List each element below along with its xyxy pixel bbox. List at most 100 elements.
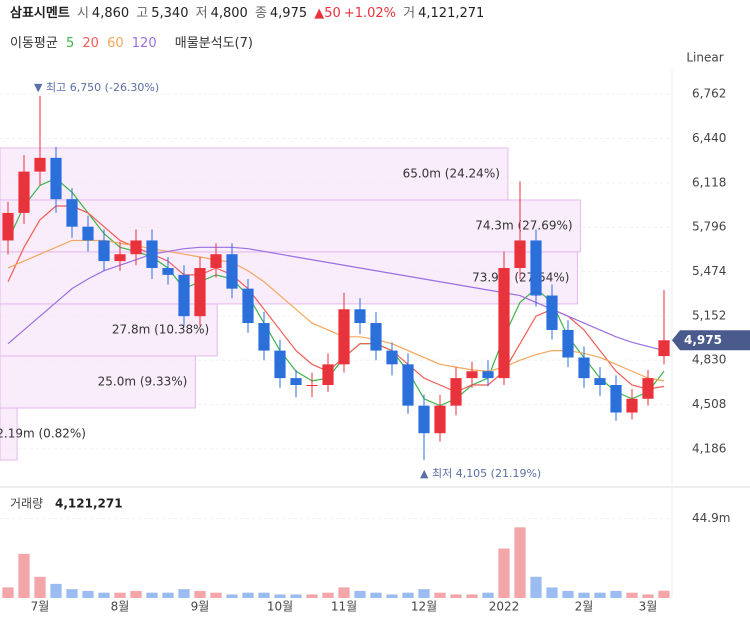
value: 5,340 <box>151 6 189 21</box>
candle-body <box>434 405 446 434</box>
ma-period: 60 <box>107 36 124 51</box>
x-tick-label: 2월 <box>575 600 594 614</box>
candle-body <box>194 267 206 317</box>
candle-body <box>130 240 142 255</box>
volume-bar <box>242 592 254 598</box>
value: 4,975 <box>269 6 308 21</box>
candle-body <box>466 371 478 379</box>
profile-label: 2.19m (0.82%) <box>0 427 86 441</box>
profile-bar <box>0 251 578 305</box>
x-tick-label: 12월 <box>411 600 437 614</box>
volume-bar <box>642 594 654 598</box>
y-tick-label: 4,830 <box>692 353 726 367</box>
profile-bar <box>0 199 582 253</box>
profile-label: 27.8m (10.38%) <box>112 322 209 336</box>
candle-body <box>562 329 574 358</box>
volume-bar <box>466 594 478 598</box>
price-tag <box>672 330 750 351</box>
value: 4,800 <box>210 6 248 21</box>
volume-value: 4,121,271 <box>55 497 123 511</box>
volume-bar <box>370 592 382 598</box>
profile-label: 73.9m (27.54%) <box>472 270 569 284</box>
candle-body <box>178 274 190 317</box>
ma-period: 5 <box>65 36 75 51</box>
candle-body <box>402 364 414 406</box>
volume-bar <box>194 590 206 598</box>
label: 거 <box>403 6 416 21</box>
label: 저 <box>195 6 208 21</box>
x-tick-label: 11월 <box>331 600 357 614</box>
volume-bar <box>386 594 398 598</box>
candle-body <box>322 364 334 386</box>
candle-body <box>274 350 286 379</box>
y-tick-label: 6,118 <box>692 175 726 189</box>
max-annotation: ▼ 최고 6,750 (-26.30%) <box>34 81 159 94</box>
candle-body <box>242 288 254 324</box>
volume-bar <box>562 590 574 598</box>
volume-bar <box>530 576 542 598</box>
candle-body <box>82 226 94 241</box>
volume-bar <box>354 590 366 598</box>
candle-body <box>610 385 622 413</box>
x-tick-label: 9월 <box>191 600 210 614</box>
volume-bar <box>418 589 430 598</box>
candle-body <box>290 378 302 386</box>
label: 시 <box>76 6 89 21</box>
profile-bar <box>0 355 196 409</box>
label: 종 <box>254 6 267 21</box>
volume-title: 거래량 <box>10 497 43 511</box>
volume-bar <box>162 592 174 598</box>
volume-bar <box>274 594 286 598</box>
ma-period: 20 <box>82 36 99 51</box>
volume-bar <box>98 592 110 598</box>
candle-body <box>418 405 430 434</box>
x-tick-label: 2022 <box>489 600 520 614</box>
profile-label: 65.0m (24.24%) <box>403 166 500 180</box>
change: ▲50 <box>314 6 341 21</box>
candle-body <box>162 267 174 275</box>
label: 고 <box>136 6 149 21</box>
x-tick-label: 3월 <box>639 600 658 614</box>
y-tick-label: 4,508 <box>692 397 726 411</box>
candle-body <box>226 254 238 289</box>
volume-bar <box>18 553 30 598</box>
candle-body <box>514 240 526 268</box>
volume-bar <box>210 592 222 598</box>
change-pct: +1.02% <box>343 6 397 21</box>
y-tick-label: 5,474 <box>692 264 726 278</box>
volume-bar <box>402 592 414 598</box>
scale-toggle[interactable]: Linear <box>686 51 723 65</box>
candle-body <box>370 323 382 351</box>
indicator-legend[interactable]: 이동평균 5 20 60 120 매물분석도(7) <box>10 32 257 51</box>
profile-label: 74.3m (27.69%) <box>475 218 572 232</box>
stock-name: 삼표시멘트 <box>10 6 70 21</box>
volume-bar <box>434 592 446 598</box>
ma-line <box>7 239 665 382</box>
volume-panel <box>0 518 672 598</box>
candle-body <box>98 240 110 262</box>
candle-body <box>146 240 158 268</box>
volume-bar <box>626 592 638 598</box>
volume-bar <box>338 587 350 598</box>
x-tick-label: 10월 <box>267 600 293 614</box>
volume-bar <box>146 592 158 598</box>
x-tick-label: 7월 <box>31 600 50 614</box>
candle-body <box>354 309 366 324</box>
candle-body <box>50 157 62 200</box>
candle-body <box>626 398 638 413</box>
volume-bar <box>226 594 238 598</box>
y-tick-label: 5,796 <box>692 220 726 234</box>
candle-body <box>482 371 494 379</box>
candle-body <box>114 254 126 262</box>
y-tick-label: 6,762 <box>692 87 726 101</box>
volume-bar <box>482 592 494 598</box>
candle-body <box>210 254 222 268</box>
quote-header: 삼표시멘트 시 4,860 고 5,340 저 4,800 종 4,975 ▲50 +1.… <box>10 2 487 21</box>
volume-bar <box>450 594 462 598</box>
profile-bar <box>0 147 509 201</box>
volume-bar <box>658 590 670 598</box>
volume-bar <box>50 583 62 598</box>
volume-bar <box>610 590 622 598</box>
